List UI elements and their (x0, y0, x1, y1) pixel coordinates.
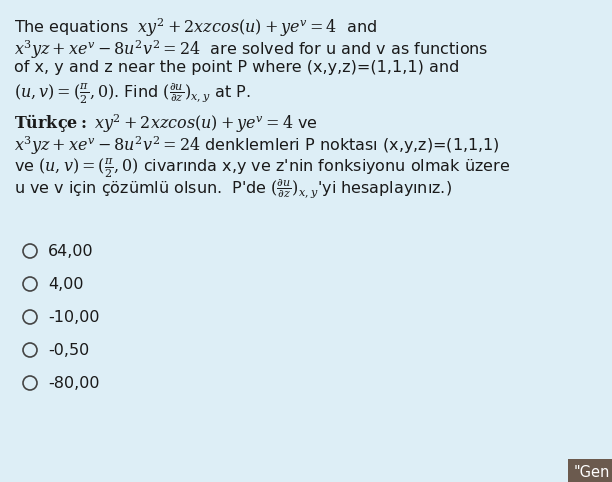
Text: u ve v için çözümlü olsun.  P'de $(\frac{\partial u}{\partial z})_{x,y}$'yi hesa: u ve v için çözümlü olsun. P'de $(\frac{… (14, 178, 452, 201)
Text: ve $(u, v) = (\frac{\pi}{2}, 0)$ civarında x,y ve z'nin fonksiyonu olmak üzere: ve $(u, v) = (\frac{\pi}{2}, 0)$ civarın… (14, 156, 510, 180)
Text: "Gen: "Gen (573, 465, 610, 480)
Text: 64,00: 64,00 (48, 244, 94, 259)
Text: $x^3yz + xe^{v} - 8u^2v^2 = 24$ denklemleri P noktası (x,y,z)=(1,1,1): $x^3yz + xe^{v} - 8u^2v^2 = 24$ denkleml… (14, 134, 499, 157)
Text: -80,00: -80,00 (48, 376, 100, 391)
Text: 4,00: 4,00 (48, 277, 83, 292)
Text: The equations  $xy^2 + 2xzcos(u) + ye^{v} = 4$  and: The equations $xy^2 + 2xzcos(u) + ye^{v}… (14, 16, 377, 39)
Text: $\mathbf{Türkçe:}$ $xy^2 + 2xzcos(u) + ye^{v} = 4$ ve: $\mathbf{Türkçe:}$ $xy^2 + 2xzcos(u) + y… (14, 112, 318, 134)
Text: of x, y and z near the point P where (x,y,z)=(1,1,1) and: of x, y and z near the point P where (x,… (14, 60, 460, 75)
Text: -10,00: -10,00 (48, 310, 100, 325)
Text: -0,50: -0,50 (48, 343, 89, 358)
Text: $(u, v) = (\frac{\pi}{2}, 0)$. Find $(\frac{\partial u}{\partial z})_{x,y}$ at P: $(u, v) = (\frac{\pi}{2}, 0)$. Find $(\f… (14, 82, 250, 107)
Text: $x^3yz + xe^{v} - 8u^2v^2 = 24$  are solved for u and v as functions: $x^3yz + xe^{v} - 8u^2v^2 = 24$ are solv… (14, 38, 488, 61)
